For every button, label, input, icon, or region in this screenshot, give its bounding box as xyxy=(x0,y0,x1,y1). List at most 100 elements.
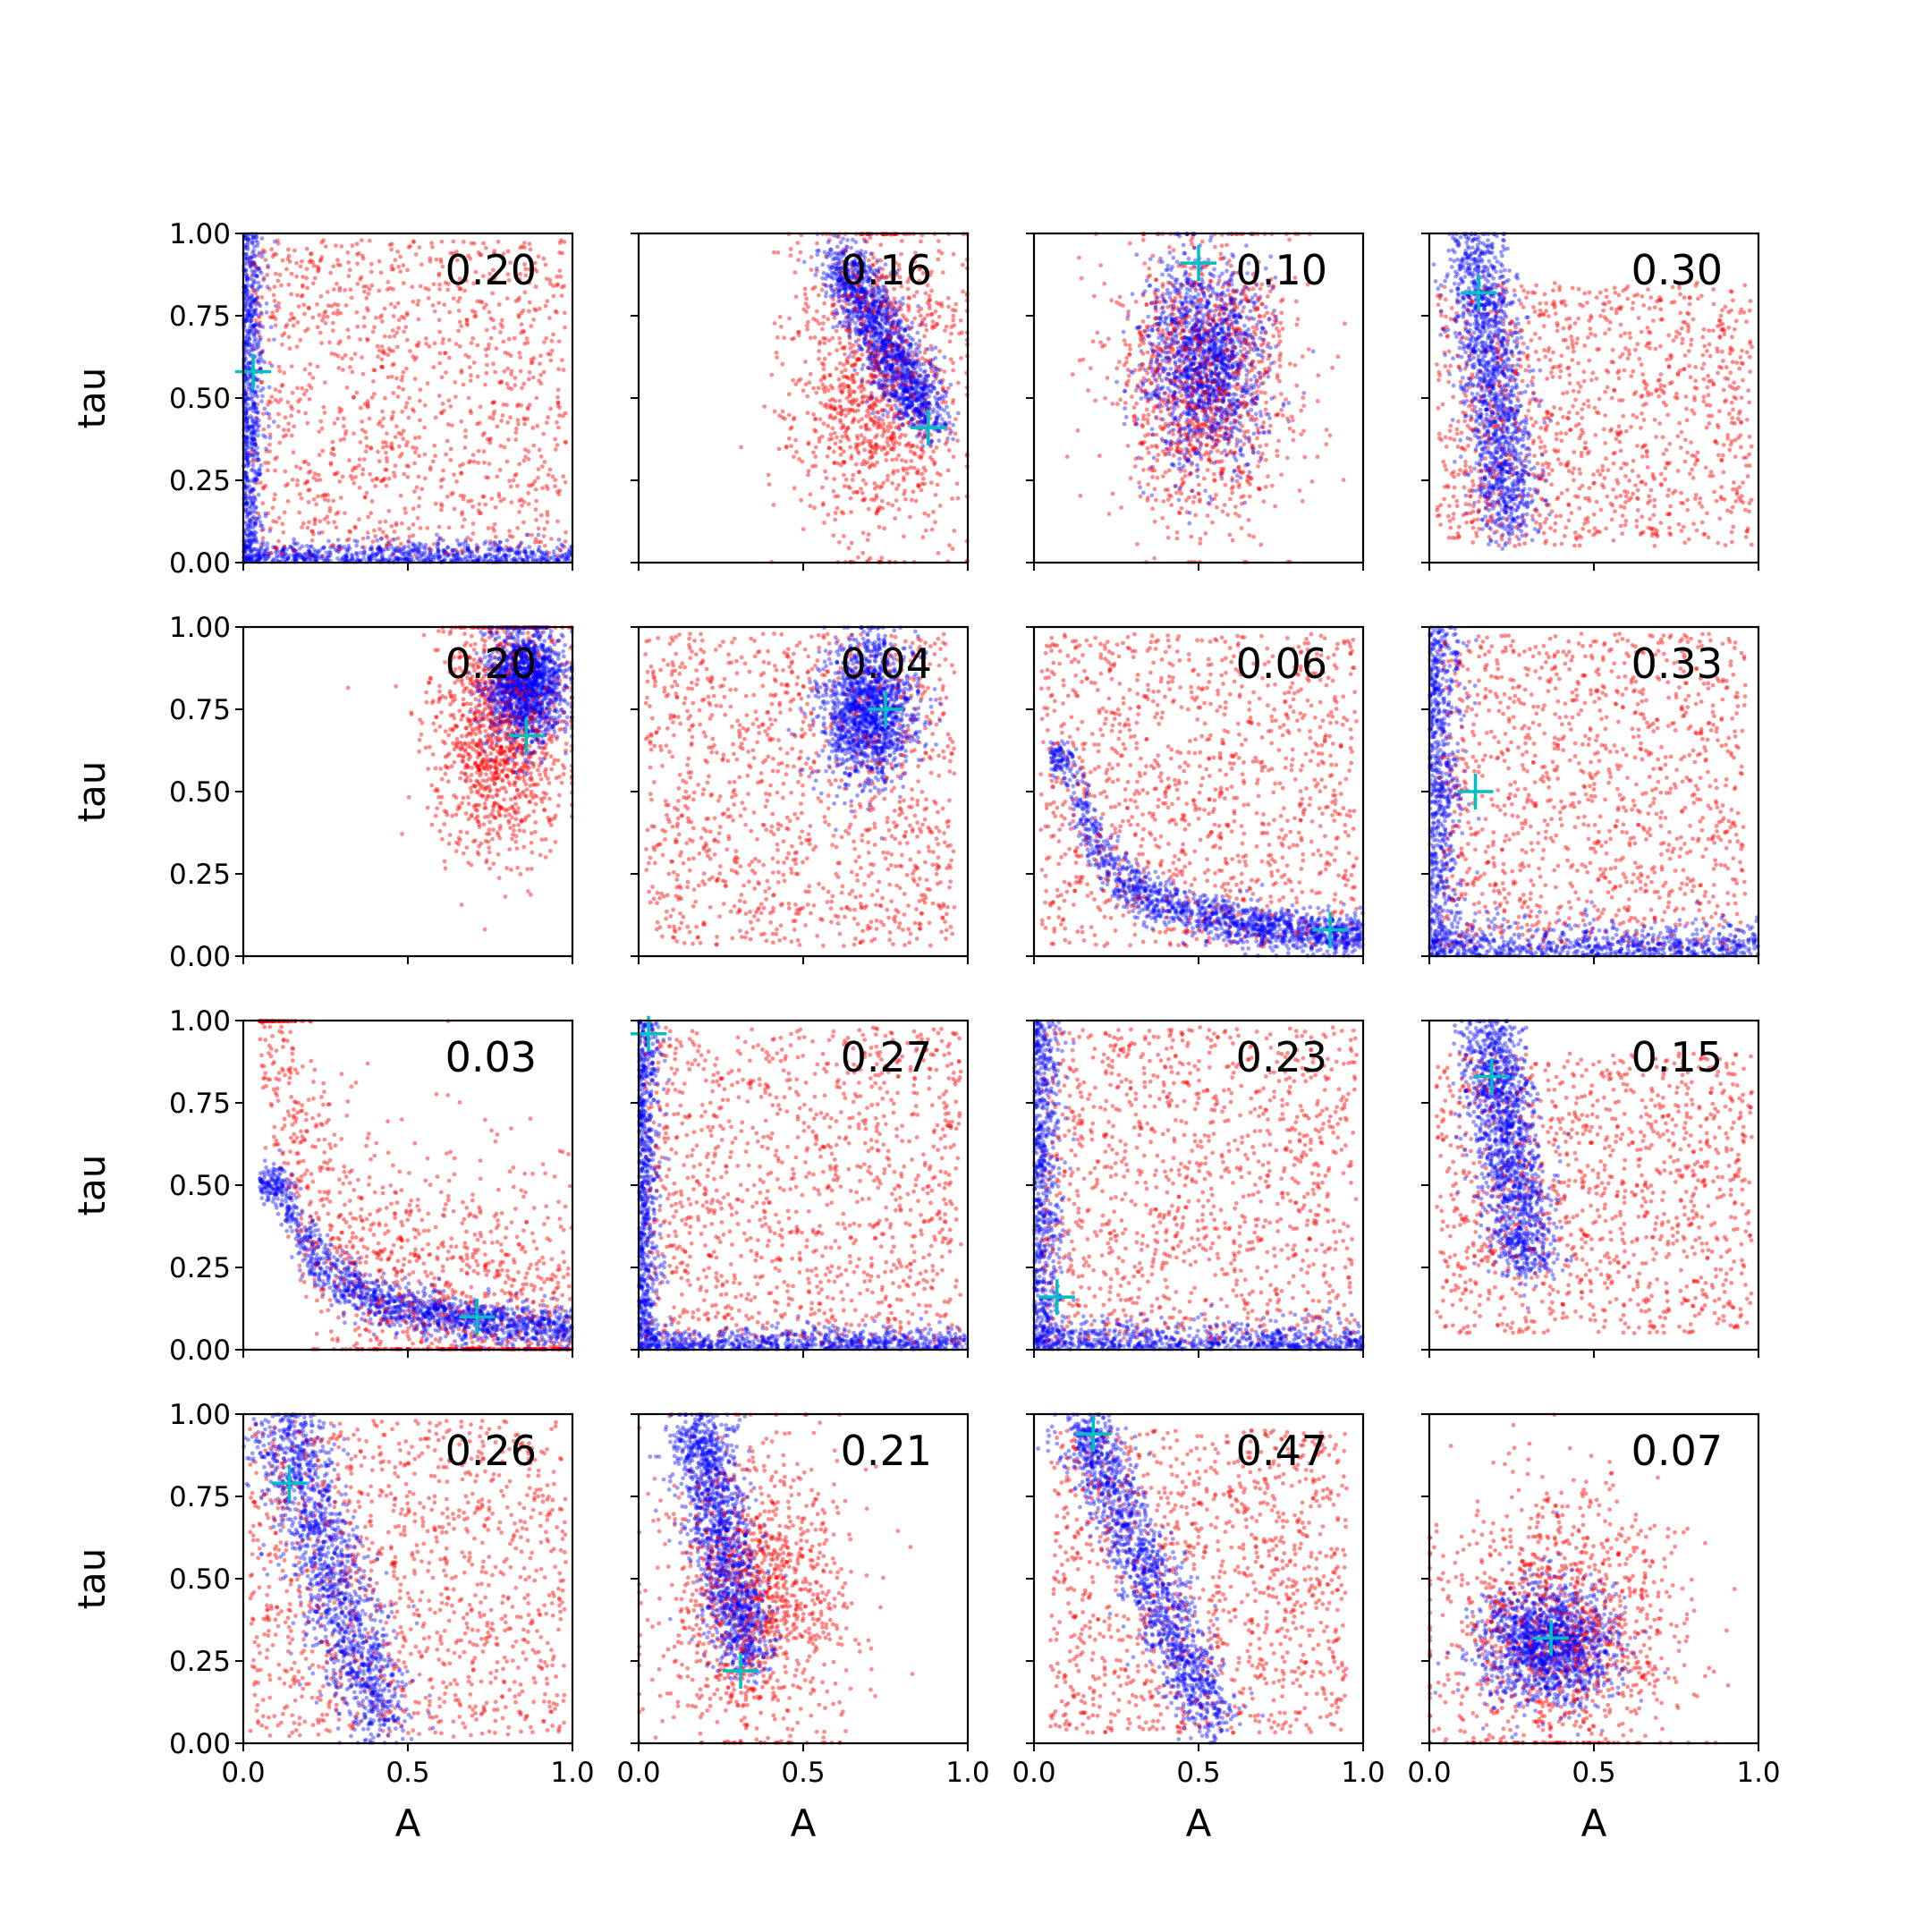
data-point xyxy=(366,338,370,343)
data-point xyxy=(926,374,930,378)
data-point xyxy=(458,463,462,468)
data-point xyxy=(297,410,301,414)
data-point xyxy=(538,448,542,453)
data-point xyxy=(419,487,424,491)
data-point xyxy=(878,331,883,335)
data-point xyxy=(952,252,956,257)
data-point xyxy=(929,364,934,369)
data-point xyxy=(320,494,325,498)
data-point xyxy=(516,422,521,427)
data-point xyxy=(272,315,276,319)
data-point xyxy=(936,405,941,410)
data-point xyxy=(946,469,951,473)
data-point xyxy=(767,482,772,487)
data-point xyxy=(463,445,468,450)
data-point xyxy=(253,554,258,558)
data-point xyxy=(917,454,921,459)
data-point xyxy=(349,474,353,479)
data-point xyxy=(309,545,314,549)
data-point xyxy=(914,408,919,412)
data-point xyxy=(390,552,394,556)
data-point xyxy=(432,444,436,448)
data-point xyxy=(465,536,470,540)
data-point xyxy=(377,422,381,427)
data-point xyxy=(406,475,411,479)
data-point xyxy=(352,431,356,436)
data-point xyxy=(257,458,261,462)
data-point xyxy=(948,339,953,343)
data-point xyxy=(283,545,287,549)
data-point xyxy=(951,547,955,551)
data-point xyxy=(515,484,520,488)
data-point xyxy=(907,400,911,404)
data-point xyxy=(517,351,521,355)
data-point xyxy=(343,511,347,515)
data-point xyxy=(508,415,513,419)
data-point xyxy=(448,404,453,409)
data-point xyxy=(777,447,782,452)
data-point xyxy=(886,428,891,433)
data-point xyxy=(929,344,934,349)
data-point xyxy=(345,250,350,255)
data-point xyxy=(358,486,362,490)
data-point xyxy=(366,515,370,520)
data-point xyxy=(252,339,257,343)
data-point xyxy=(918,374,922,378)
data-point xyxy=(840,370,844,375)
data-point xyxy=(551,333,555,337)
data-point xyxy=(323,380,327,385)
data-point xyxy=(513,473,518,478)
data-point xyxy=(396,265,401,269)
data-point xyxy=(552,553,556,557)
data-point xyxy=(333,421,337,426)
data-point xyxy=(889,366,894,370)
data-point xyxy=(326,521,331,525)
data-point xyxy=(867,532,871,537)
data-point xyxy=(307,462,311,467)
data-point xyxy=(381,416,386,420)
data-point xyxy=(520,322,524,326)
data-point xyxy=(299,264,303,268)
data-point xyxy=(795,241,800,245)
data-point xyxy=(258,284,263,289)
data-point xyxy=(931,510,936,514)
data-point xyxy=(494,535,498,539)
data-point xyxy=(856,402,860,407)
data-point xyxy=(491,526,496,530)
data-point xyxy=(374,553,378,557)
data-point xyxy=(274,304,278,309)
data-point xyxy=(333,302,337,307)
data-point xyxy=(930,410,935,414)
data-point xyxy=(245,458,250,462)
data-point xyxy=(405,338,410,343)
data-point xyxy=(308,397,312,402)
data-point xyxy=(298,338,302,343)
data-point xyxy=(355,242,360,246)
y-tick-label: 0.25 xyxy=(169,465,231,497)
data-point xyxy=(460,510,464,514)
data-point xyxy=(830,266,835,270)
data-point xyxy=(943,328,947,333)
data-point xyxy=(946,296,951,301)
data-point xyxy=(507,479,512,483)
data-point xyxy=(546,415,550,419)
data-point xyxy=(469,411,473,415)
data-point xyxy=(820,288,825,292)
data-point xyxy=(370,499,375,504)
data-point xyxy=(248,302,252,307)
data-point xyxy=(314,502,318,506)
data-point xyxy=(905,471,910,476)
data-point xyxy=(394,557,399,562)
data-point xyxy=(339,496,343,500)
data-point xyxy=(334,243,338,248)
data-point xyxy=(546,510,550,514)
data-point xyxy=(383,307,387,311)
data-point xyxy=(794,450,799,454)
data-point xyxy=(867,301,871,305)
data-point xyxy=(354,310,359,315)
data-point xyxy=(451,240,455,244)
data-point xyxy=(326,498,331,503)
data-point xyxy=(936,483,940,487)
data-point xyxy=(322,311,326,316)
data-point xyxy=(471,521,476,526)
